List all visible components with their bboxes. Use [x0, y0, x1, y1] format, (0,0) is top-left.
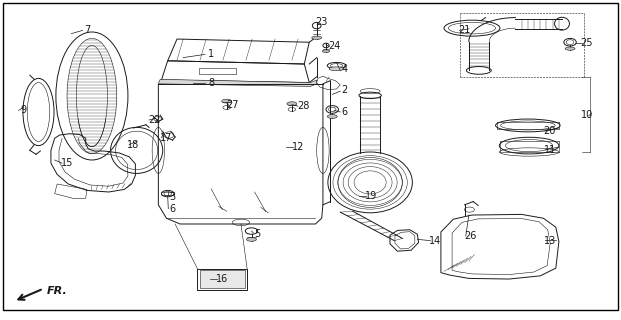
- Ellipse shape: [312, 36, 322, 39]
- Text: 28: 28: [297, 101, 309, 111]
- Text: 22: 22: [148, 115, 160, 125]
- Text: 18: 18: [127, 140, 140, 150]
- Text: 23: 23: [315, 17, 328, 28]
- Text: 5: 5: [255, 228, 261, 239]
- Ellipse shape: [287, 102, 297, 106]
- Text: 24: 24: [328, 41, 340, 52]
- Ellipse shape: [247, 237, 256, 241]
- Text: 21: 21: [458, 25, 471, 36]
- Bar: [199, 68, 236, 74]
- Text: 6: 6: [342, 107, 348, 117]
- Text: 9: 9: [20, 105, 27, 116]
- Bar: [197, 269, 247, 290]
- Text: 26: 26: [465, 231, 477, 241]
- Text: 10: 10: [581, 110, 593, 120]
- Text: 6: 6: [170, 204, 176, 214]
- Text: 19: 19: [365, 191, 378, 201]
- Bar: [200, 270, 245, 288]
- Text: 12: 12: [292, 142, 304, 152]
- Ellipse shape: [329, 67, 344, 71]
- Text: 25: 25: [581, 38, 593, 48]
- Text: 13: 13: [543, 236, 556, 246]
- Ellipse shape: [565, 47, 575, 50]
- Text: 11: 11: [543, 145, 556, 156]
- Text: 4: 4: [342, 64, 348, 74]
- Text: 17: 17: [160, 132, 173, 143]
- Text: 27: 27: [227, 100, 239, 110]
- Text: 3: 3: [170, 192, 176, 202]
- Text: 7: 7: [84, 25, 90, 36]
- Text: 14: 14: [428, 236, 441, 246]
- Text: 2: 2: [342, 84, 348, 95]
- Text: 1: 1: [208, 49, 214, 60]
- Text: 16: 16: [216, 274, 229, 284]
- Ellipse shape: [322, 50, 330, 52]
- Text: 15: 15: [61, 158, 73, 168]
- Text: 8: 8: [208, 78, 214, 88]
- Text: FR.: FR.: [47, 285, 67, 296]
- Text: 20: 20: [543, 125, 556, 136]
- Polygon shape: [158, 79, 317, 86]
- Ellipse shape: [327, 115, 337, 118]
- Ellipse shape: [222, 99, 232, 103]
